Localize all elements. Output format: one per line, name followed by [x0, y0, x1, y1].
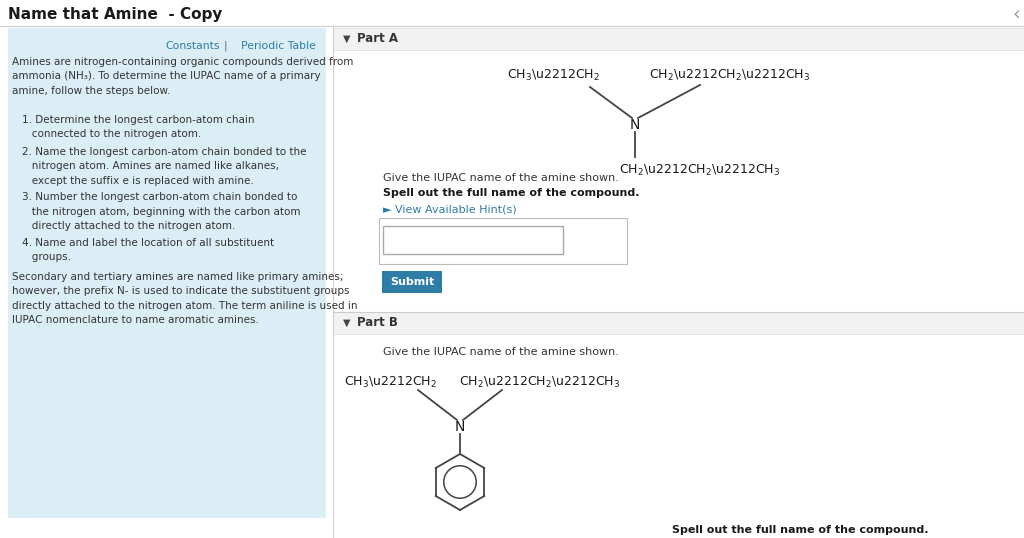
Text: CH$_3$\u2212CH$_2$: CH$_3$\u2212CH$_2$ — [343, 374, 436, 390]
Text: Spell out the full name of the compound.: Spell out the full name of the compound. — [672, 525, 928, 535]
Text: Periodic Table: Periodic Table — [241, 41, 316, 51]
Text: Name that Amine  - Copy: Name that Amine - Copy — [8, 6, 222, 22]
FancyBboxPatch shape — [333, 28, 1024, 50]
Text: Amines are nitrogen-containing organic compounds derived from
ammonia (NH₃). To : Amines are nitrogen-containing organic c… — [12, 57, 353, 96]
Text: ► View Available Hint(s): ► View Available Hint(s) — [383, 205, 517, 215]
Text: Submit: Submit — [390, 277, 434, 287]
Text: Constants: Constants — [166, 41, 220, 51]
Text: Part B: Part B — [357, 316, 398, 329]
Text: Part A: Part A — [357, 32, 398, 46]
Text: CH$_2$\u2212CH$_2$\u2212CH$_3$: CH$_2$\u2212CH$_2$\u2212CH$_3$ — [649, 67, 811, 82]
Text: Spell out the full name of the compound.: Spell out the full name of the compound. — [383, 188, 640, 198]
Text: Give the IUPAC name of the amine shown.: Give the IUPAC name of the amine shown. — [383, 173, 618, 183]
FancyBboxPatch shape — [333, 312, 1024, 334]
Text: ‹: ‹ — [1012, 4, 1020, 24]
FancyBboxPatch shape — [382, 271, 442, 293]
FancyBboxPatch shape — [383, 226, 563, 254]
Text: 2. Name the longest carbon-atom chain bonded to the
   nitrogen atom. Amines are: 2. Name the longest carbon-atom chain bo… — [22, 147, 306, 186]
Text: |: | — [223, 41, 226, 51]
FancyBboxPatch shape — [8, 28, 326, 518]
Text: N: N — [630, 118, 640, 132]
Text: Give the IUPAC name of the amine shown.: Give the IUPAC name of the amine shown. — [383, 347, 618, 357]
Text: CH$_2$\u2212CH$_2$\u2212CH$_3$: CH$_2$\u2212CH$_2$\u2212CH$_3$ — [620, 162, 780, 178]
Text: 1. Determine the longest carbon-atom chain
   connected to the nitrogen atom.: 1. Determine the longest carbon-atom cha… — [22, 115, 255, 139]
Text: ▼: ▼ — [343, 34, 350, 44]
Text: Secondary and tertiary amines are named like primary amines;
however, the prefix: Secondary and tertiary amines are named … — [12, 272, 357, 325]
Text: 3. Number the longest carbon-atom chain bonded to
   the nitrogen atom, beginnin: 3. Number the longest carbon-atom chain … — [22, 193, 300, 231]
Text: CH$_3$\u2212CH$_2$: CH$_3$\u2212CH$_2$ — [507, 67, 599, 82]
Text: ▼: ▼ — [343, 318, 350, 328]
Text: N: N — [455, 420, 465, 434]
Text: 4. Name and label the location of all substituent
   groups.: 4. Name and label the location of all su… — [22, 238, 274, 263]
Text: CH$_2$\u2212CH$_2$\u2212CH$_3$: CH$_2$\u2212CH$_2$\u2212CH$_3$ — [460, 374, 621, 390]
